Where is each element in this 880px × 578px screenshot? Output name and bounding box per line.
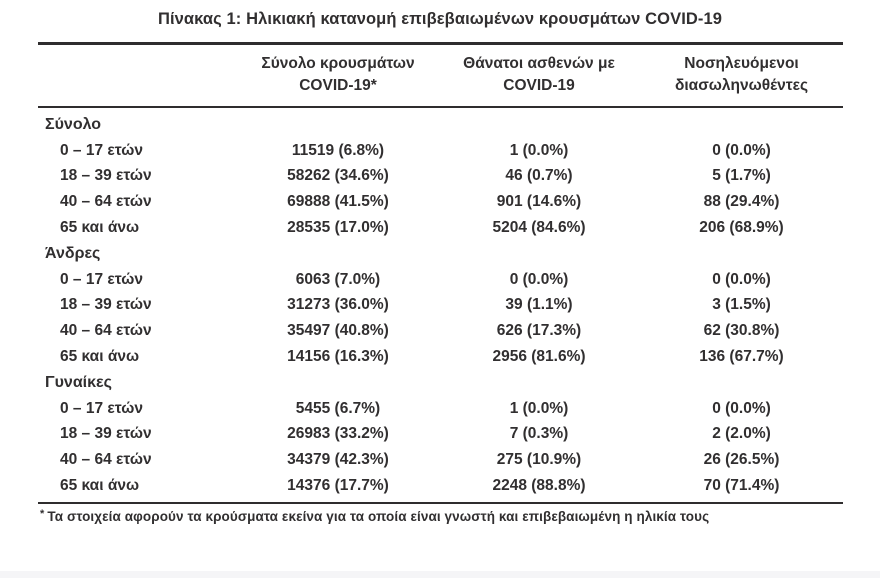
deaths-value: 275 (10.9%) (496, 451, 582, 469)
column-header-line: Θάνατοι ασθενών με (463, 54, 615, 72)
section-label: Σύνολο (45, 115, 102, 133)
cases-value: 14156 (16.3%) (287, 348, 389, 366)
intubated-value: 70 (71.4%) (703, 477, 780, 495)
table-row: 0 – 17 ετών 11519 (6.8%) 1 (0.0%) 0 (0.0%) (38, 138, 843, 164)
bottom-edge-strip (0, 571, 880, 578)
table-title: Πίνακας 1: Ηλικιακή κατανομή επιβεβαιωμέ… (157, 10, 723, 28)
age-group-label: 40 – 64 ετών (60, 193, 152, 211)
age-group-label: 0 – 17 ετών (60, 399, 143, 417)
deaths-value: 2248 (88.8%) (492, 477, 586, 495)
table-body: Σύνολο 0 – 17 ετών 11519 (6.8%) 1 (0.0%) 0 (… (38, 108, 843, 502)
intubated-value: 62 (30.8%) (703, 322, 780, 340)
cases-value: 5455 (6.7%) (295, 399, 381, 417)
intubated-value: 0 (0.0%) (712, 270, 771, 288)
column-header-line: COVID-19* (299, 76, 377, 94)
covid-age-table: Σύνολο κρουσμάτων COVID-19* Θάνατοι ασθε… (38, 42, 843, 505)
age-group-label: 0 – 17 ετών (60, 141, 143, 159)
age-group-label: 65 και άνω (60, 219, 140, 237)
cases-value: 31273 (36.0%) (287, 296, 389, 314)
column-header-line: Σύνολο κρουσμάτων (261, 54, 415, 72)
intubated-value: 0 (0.0%) (712, 399, 771, 417)
cases-value: 34379 (42.3%) (287, 451, 389, 469)
section-row: Σύνολο (38, 112, 843, 138)
table-row: 65 και άνω 14376 (17.7%) 2248 (88.8%) 70 (7… (38, 473, 843, 499)
footnote: * Τα στοιχεία αφορούν τα κρούσματα εκείνα… (40, 504, 880, 525)
deaths-value: 7 (0.3%) (509, 425, 569, 443)
deaths-value: 626 (17.3%) (496, 322, 582, 340)
table-row: 65 και άνω 14156 (16.3%) 2956 (81.6%) 136 (… (38, 344, 843, 370)
section-label: Άνδρες (45, 244, 101, 262)
intubated-value: 3 (1.5%) (712, 296, 771, 314)
deaths-value: 2956 (81.6%) (492, 348, 586, 366)
intubated-value: 0 (0.0%) (712, 141, 771, 159)
footnote-text: Τα στοιχεία αφορούν τα κρούσματα εκείνα … (47, 509, 710, 525)
intubated-value: 206 (68.9%) (699, 219, 784, 237)
cases-value: 6063 (7.0%) (295, 270, 381, 288)
column-header-empty (38, 53, 238, 97)
table-row: 40 – 64 ετών 35497 (40.8%) 626 (17.3%) 62 (… (38, 318, 843, 344)
bottom-rule (38, 501, 843, 505)
intubated-value: 5 (1.7%) (712, 167, 771, 185)
column-header-cases: Σύνολο κρουσμάτων COVID-19* (238, 53, 438, 97)
section-row: Άνδρες (38, 241, 843, 267)
cases-value: 28535 (17.0%) (287, 219, 389, 237)
section-row: Γυναίκες (38, 370, 843, 396)
age-group-label: 18 – 39 ετών (60, 167, 152, 185)
top-rule (38, 42, 843, 45)
cases-value: 14376 (17.7%) (287, 477, 389, 495)
deaths-value: 5204 (84.6%) (492, 219, 586, 237)
table-row: 18 – 39 ετών 31273 (36.0%) 39 (1.1%) 3 (1.5… (38, 293, 843, 319)
age-group-label: 65 και άνω (60, 477, 140, 495)
table-row: 0 – 17 ετών 6063 (7.0%) 0 (0.0%) 0 (0.0%) (38, 267, 843, 293)
age-group-label: 65 και άνω (60, 348, 140, 366)
table-row: 65 και άνω 28535 (17.0%) 5204 (84.6%) 206 (… (38, 215, 843, 241)
header-rule (38, 105, 843, 108)
deaths-value: 46 (0.7%) (505, 167, 573, 185)
age-group-label: 40 – 64 ετών (60, 451, 152, 469)
intubated-value: 136 (67.7%) (699, 348, 784, 366)
deaths-value: 0 (0.0%) (509, 270, 569, 288)
table-row: 0 – 17 ετών 5455 (6.7%) 1 (0.0%) 0 (0.0%) (38, 396, 843, 422)
table-row: 18 – 39 ετών 26983 (33.2%) 7 (0.3%) 2 (2.0%… (38, 422, 843, 448)
cases-value: 58262 (34.6%) (287, 167, 389, 185)
intubated-value: 88 (29.4%) (703, 193, 780, 211)
table-header-row: Σύνολο κρουσμάτων COVID-19* Θάνατοι ασθε… (38, 45, 843, 106)
column-header-line: διασωληνωθέντες (674, 76, 809, 94)
deaths-value: 1 (0.0%) (509, 399, 569, 417)
footnote-marker: * (40, 508, 45, 521)
column-header-line: COVID-19 (503, 76, 575, 94)
cases-value: 35497 (40.8%) (287, 322, 389, 340)
age-group-label: 40 – 64 ετών (60, 322, 152, 340)
intubated-value: 26 (26.5%) (703, 451, 780, 469)
table-row: 40 – 64 ετών 69888 (41.5%) 901 (14.6%) 88 (… (38, 189, 843, 215)
cases-value: 26983 (33.2%) (287, 425, 389, 443)
column-header-line: Νοσηλευόμενοι (684, 54, 799, 72)
table-row: 18 – 39 ετών 58262 (34.6%) 46 (0.7%) 5 (1.7… (38, 164, 843, 190)
age-group-label: 0 – 17 ετών (60, 270, 143, 288)
age-group-label: 18 – 39 ετών (60, 425, 152, 443)
column-header-deaths: Θάνατοι ασθενών με COVID-19 (438, 53, 640, 97)
column-header-intubated: Νοσηλευόμενοι διασωληνωθέντες (640, 53, 843, 97)
deaths-value: 1 (0.0%) (509, 141, 569, 159)
cases-value: 11519 (6.8%) (291, 141, 385, 159)
section-label: Γυναίκες (45, 373, 112, 391)
intubated-value: 2 (2.0%) (712, 425, 771, 443)
table-row: 40 – 64 ετών 34379 (42.3%) 275 (10.9%) 26 (… (38, 447, 843, 473)
deaths-value: 39 (1.1%) (505, 296, 573, 314)
age-group-label: 18 – 39 ετών (60, 296, 152, 314)
deaths-value: 901 (14.6%) (496, 193, 582, 211)
cases-value: 69888 (41.5%) (287, 193, 389, 211)
